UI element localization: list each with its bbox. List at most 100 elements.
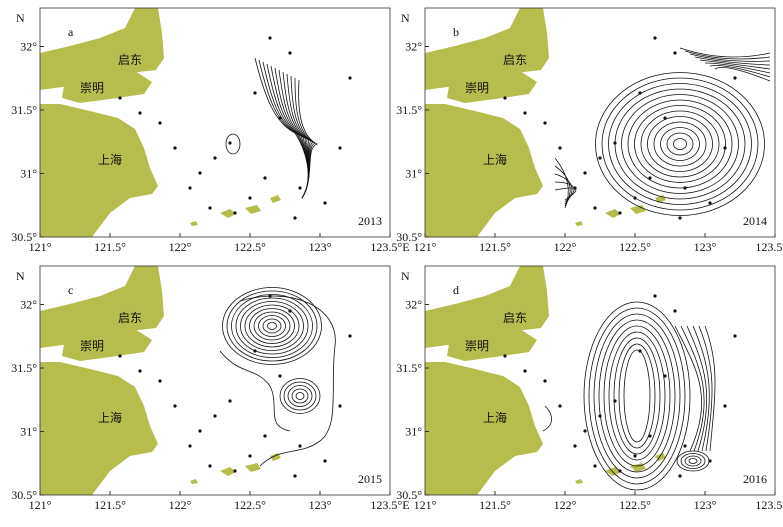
station bbox=[613, 141, 617, 145]
station bbox=[733, 334, 737, 338]
y-tick-label: 31.5° bbox=[11, 361, 37, 375]
station bbox=[118, 354, 122, 358]
place-label: 崇明 bbox=[80, 339, 104, 353]
station bbox=[708, 459, 712, 463]
contour bbox=[674, 325, 703, 452]
station bbox=[523, 369, 527, 373]
y-tick-label: 31° bbox=[405, 425, 422, 439]
station bbox=[593, 464, 597, 468]
station bbox=[573, 444, 577, 448]
x-tick-label: 123° bbox=[694, 498, 717, 512]
y-axis-label: N bbox=[401, 11, 410, 25]
contour bbox=[603, 325, 671, 467]
station bbox=[248, 196, 252, 200]
frame bbox=[424, 7, 776, 238]
shanghai-land bbox=[425, 104, 543, 237]
islands bbox=[575, 453, 666, 484]
x-tick-label: 121.5° bbox=[479, 240, 511, 254]
contour bbox=[542, 405, 552, 432]
contour bbox=[283, 381, 317, 411]
place-label: 上海 bbox=[483, 152, 507, 167]
place-label: 上海 bbox=[98, 410, 122, 425]
station bbox=[338, 404, 342, 408]
contour bbox=[673, 138, 687, 150]
contour bbox=[709, 65, 771, 78]
y-tick-label: 30.5° bbox=[396, 488, 422, 502]
panel-label: b bbox=[453, 25, 459, 39]
station bbox=[673, 309, 677, 313]
station bbox=[248, 454, 252, 458]
qidong-land bbox=[40, 266, 164, 348]
x-tick-label: 122.5° bbox=[234, 498, 266, 512]
station bbox=[348, 76, 352, 80]
station bbox=[253, 349, 257, 353]
y-tick-label: 32° bbox=[20, 40, 37, 54]
station bbox=[708, 201, 712, 205]
station bbox=[348, 334, 352, 338]
contour bbox=[554, 187, 577, 201]
contour bbox=[583, 301, 691, 491]
station bbox=[543, 121, 547, 125]
contour bbox=[295, 392, 305, 400]
year-label: 2016 bbox=[743, 472, 767, 486]
contour bbox=[554, 181, 575, 203]
contour bbox=[608, 331, 666, 461]
year-label: 2013 bbox=[358, 214, 382, 228]
station bbox=[573, 186, 577, 190]
y-axis-label: N bbox=[16, 11, 25, 25]
x-tick-label: 123° bbox=[309, 240, 332, 254]
station bbox=[723, 404, 727, 408]
station bbox=[293, 474, 297, 478]
contour bbox=[279, 378, 321, 414]
contour bbox=[679, 47, 771, 58]
y-tick-label: 31.5° bbox=[396, 103, 422, 117]
station bbox=[673, 51, 677, 55]
x-tick-label: 123° bbox=[309, 498, 332, 512]
station bbox=[288, 309, 292, 313]
station bbox=[583, 171, 587, 175]
contour bbox=[618, 343, 656, 449]
contour bbox=[680, 325, 705, 452]
place-label: 上海 bbox=[483, 410, 507, 425]
islands bbox=[575, 195, 666, 226]
station bbox=[253, 91, 257, 95]
x-tick-label: 121° bbox=[29, 498, 52, 512]
contour bbox=[554, 173, 573, 205]
place-label: 启东 bbox=[118, 311, 142, 325]
panel-label: d bbox=[453, 283, 459, 297]
station bbox=[213, 414, 217, 418]
x-tick-label: 123.5°E bbox=[370, 498, 409, 512]
station bbox=[648, 176, 652, 180]
x-tick-label: 122.5° bbox=[234, 240, 266, 254]
contour bbox=[699, 59, 771, 70]
x-tick-label: 121.5° bbox=[94, 240, 126, 254]
contour bbox=[704, 325, 716, 452]
contour bbox=[627, 99, 733, 189]
station bbox=[648, 434, 652, 438]
station bbox=[208, 206, 212, 210]
station bbox=[323, 201, 327, 205]
contour bbox=[219, 350, 291, 432]
station bbox=[298, 444, 302, 448]
x-tick-label: 122.5° bbox=[619, 240, 651, 254]
place-label: 崇明 bbox=[465, 81, 489, 95]
y-tick-label: 30.5° bbox=[396, 230, 422, 244]
station bbox=[598, 156, 602, 160]
contour bbox=[680, 453, 706, 469]
station bbox=[228, 141, 232, 145]
contour bbox=[704, 62, 771, 74]
contour bbox=[684, 455, 702, 467]
station bbox=[638, 349, 642, 353]
station bbox=[618, 211, 622, 215]
contour bbox=[613, 337, 661, 455]
contour bbox=[253, 311, 291, 341]
y-tick-label: 31° bbox=[20, 425, 37, 439]
x-tick-label: 122° bbox=[554, 240, 577, 254]
y-tick-label: 32° bbox=[405, 40, 422, 54]
contour bbox=[226, 290, 318, 362]
contour bbox=[290, 75, 314, 199]
station bbox=[633, 196, 637, 200]
